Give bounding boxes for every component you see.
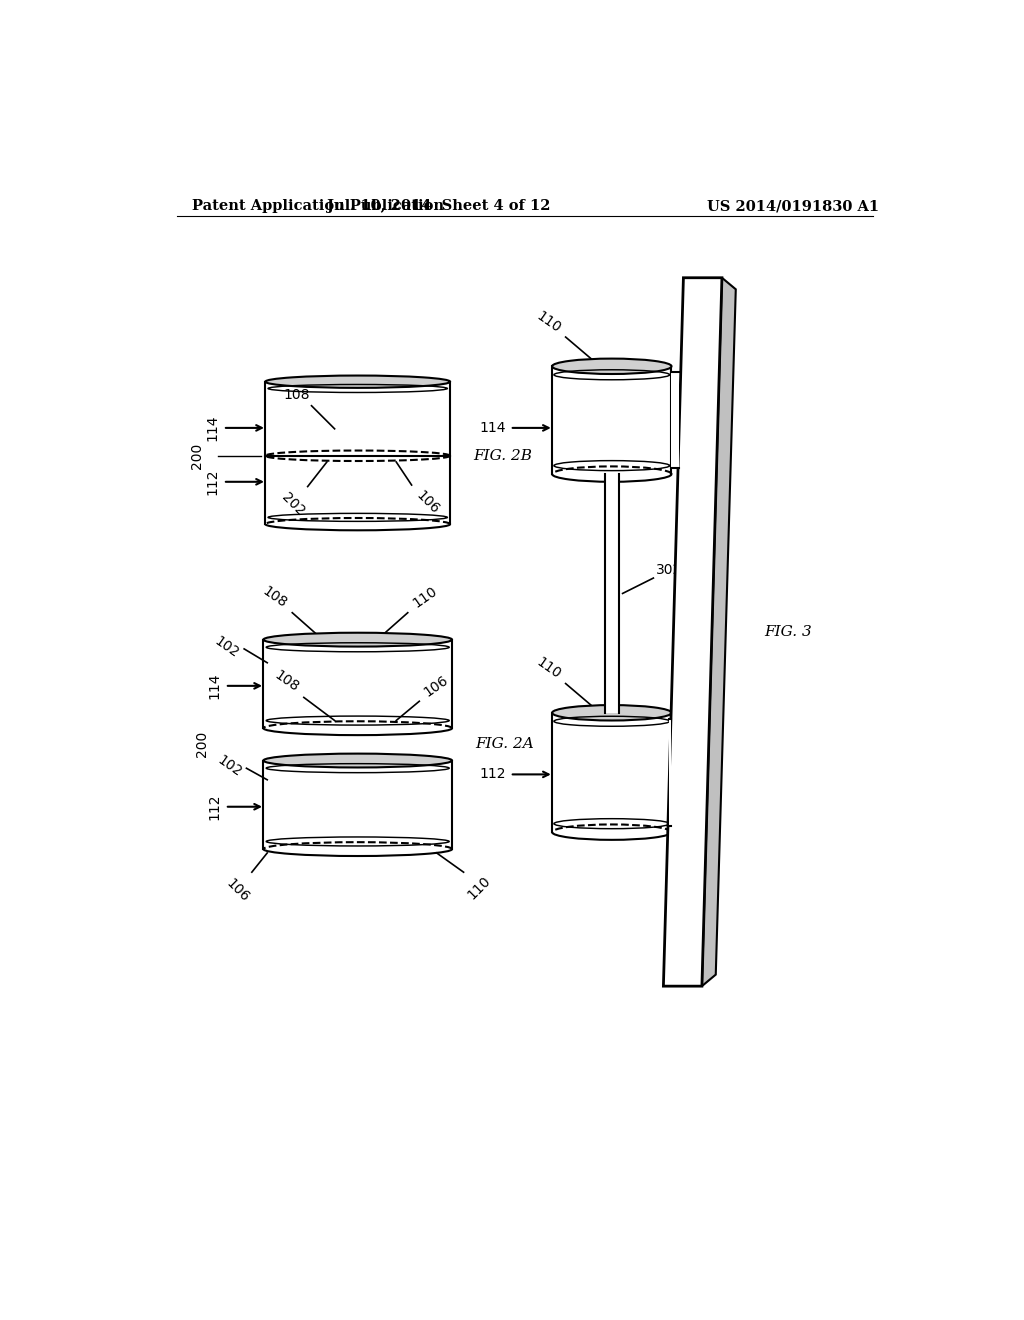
Text: FIG. 3: FIG. 3 xyxy=(764,624,812,639)
Bar xyxy=(552,367,672,474)
Text: 102: 102 xyxy=(214,754,244,780)
Text: 112: 112 xyxy=(207,793,221,820)
Ellipse shape xyxy=(552,705,672,721)
Text: FIG. 2A: FIG. 2A xyxy=(475,738,534,751)
Text: 200: 200 xyxy=(189,442,204,469)
Text: 108: 108 xyxy=(271,668,301,694)
Bar xyxy=(670,719,672,826)
Polygon shape xyxy=(664,277,722,986)
Polygon shape xyxy=(701,277,736,986)
Text: 108: 108 xyxy=(284,388,310,401)
Bar xyxy=(263,760,452,849)
Text: 304: 304 xyxy=(692,851,721,879)
Text: 112: 112 xyxy=(479,767,506,781)
Text: US 2014/0191830 A1: US 2014/0191830 A1 xyxy=(707,199,879,213)
Text: 112: 112 xyxy=(205,469,219,495)
Text: FIG. 2B: FIG. 2B xyxy=(473,449,532,463)
Text: 106: 106 xyxy=(223,876,252,904)
Bar xyxy=(605,474,618,713)
Text: 110: 110 xyxy=(534,655,563,682)
Bar xyxy=(263,640,452,729)
Text: 302: 302 xyxy=(655,562,682,577)
Bar xyxy=(265,381,451,524)
Text: Patent Application Publication: Patent Application Publication xyxy=(193,199,444,213)
Text: 114: 114 xyxy=(479,421,506,434)
Text: 202: 202 xyxy=(280,491,307,519)
Ellipse shape xyxy=(263,754,452,767)
Text: 114: 114 xyxy=(205,414,219,441)
Ellipse shape xyxy=(263,632,452,647)
Ellipse shape xyxy=(265,376,451,388)
Text: 110: 110 xyxy=(410,583,439,610)
Bar xyxy=(552,713,672,832)
Text: 114: 114 xyxy=(207,673,221,700)
Text: 106: 106 xyxy=(413,488,441,516)
Bar xyxy=(672,372,679,469)
Text: 110: 110 xyxy=(534,309,563,335)
Text: 110: 110 xyxy=(465,874,494,903)
Text: 106: 106 xyxy=(421,673,451,700)
Text: 102: 102 xyxy=(212,634,242,660)
Text: 108: 108 xyxy=(260,583,290,610)
Ellipse shape xyxy=(552,359,672,374)
Text: 200: 200 xyxy=(196,731,210,758)
Text: 304: 304 xyxy=(697,494,726,521)
Text: Jul. 10, 2014  Sheet 4 of 12: Jul. 10, 2014 Sheet 4 of 12 xyxy=(327,199,550,213)
